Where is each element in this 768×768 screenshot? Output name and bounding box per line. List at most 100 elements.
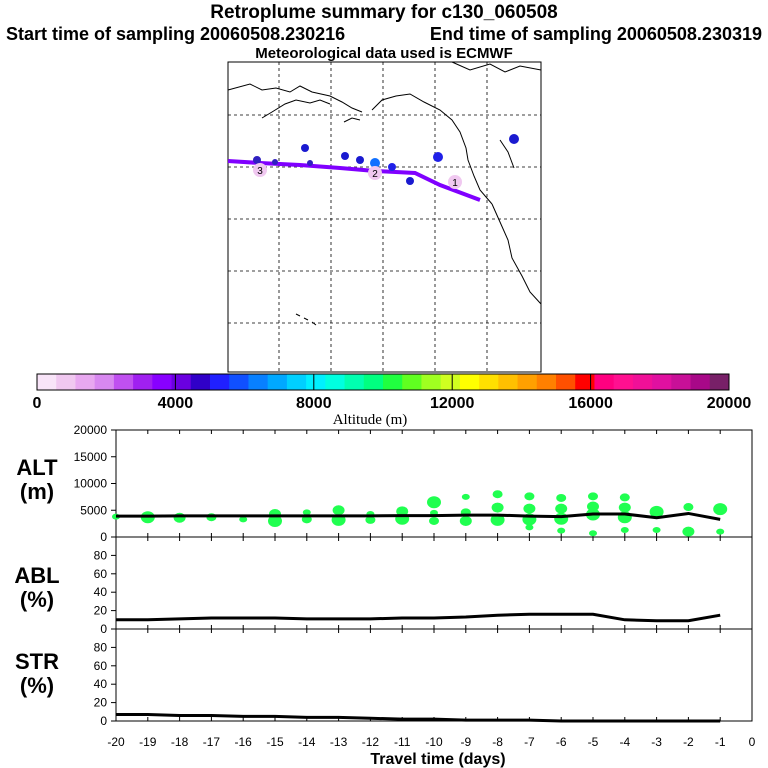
coast-gulf-of-alaska bbox=[371, 93, 493, 205]
colorbar-tick-label: 16000 bbox=[568, 395, 613, 412]
colorbar-tick-label: 12000 bbox=[430, 395, 475, 412]
altitude-point bbox=[523, 503, 536, 514]
altitude-point bbox=[239, 516, 248, 523]
plume-dot bbox=[356, 156, 364, 164]
colorbar-swatch bbox=[210, 374, 230, 390]
y-tick-label: 80 bbox=[94, 640, 108, 654]
numbered-markers: 1 2 3 bbox=[253, 163, 462, 189]
colorbar-swatch bbox=[267, 374, 288, 390]
altitude-point bbox=[716, 528, 725, 535]
colorbar-swatch bbox=[37, 374, 57, 390]
y-tick-label: 20 bbox=[94, 604, 108, 618]
altitude-point bbox=[490, 513, 505, 526]
altitude-point bbox=[525, 524, 534, 531]
coast-bc-inlet bbox=[499, 139, 515, 169]
series-line bbox=[116, 713, 721, 723]
panel-frame bbox=[115, 536, 753, 630]
marker-1-label: 1 bbox=[452, 178, 458, 189]
colorbar-swatch bbox=[671, 374, 692, 390]
x-tick-label: -5 bbox=[588, 735, 599, 749]
coast-alaska-peninsula bbox=[261, 99, 331, 119]
colorbar-swatch bbox=[479, 374, 499, 390]
altitude-point bbox=[682, 526, 695, 537]
colorbar-tick-label: 4000 bbox=[158, 395, 194, 412]
altitude-point bbox=[491, 502, 504, 513]
colorbar-swatch bbox=[363, 374, 384, 390]
x-tick-label: 0 bbox=[749, 735, 756, 749]
colorbar-swatch bbox=[440, 374, 461, 390]
colorbar-swatch bbox=[306, 374, 326, 390]
altitude-point bbox=[429, 516, 439, 525]
abl-panel-label: ABL (%) bbox=[2, 564, 72, 612]
alt-label-line2: (m) bbox=[19, 479, 55, 504]
x-tick-label: -13 bbox=[330, 735, 348, 749]
colorbar-swatch bbox=[94, 374, 115, 390]
y-tick-label: 20 bbox=[94, 696, 108, 710]
x-tick-label: -15 bbox=[266, 735, 284, 749]
abl-label-line1: ABL bbox=[14, 563, 60, 588]
plume-dot bbox=[406, 177, 414, 185]
x-tick-label: -9 bbox=[460, 735, 471, 749]
colorbar-swatch bbox=[498, 374, 519, 390]
y-tick-label: 20000 bbox=[74, 423, 108, 437]
colorbar bbox=[36, 373, 730, 391]
x-axis-label: Travel time (days) bbox=[370, 751, 505, 768]
x-tick-label: -3 bbox=[651, 735, 662, 749]
colorbar-swatch bbox=[75, 374, 96, 390]
colorbar-swatch bbox=[113, 374, 134, 390]
y-tick-label: 40 bbox=[94, 585, 108, 599]
y-tick-label: 15000 bbox=[74, 450, 108, 464]
colorbar-frame bbox=[36, 373, 730, 391]
altitude-point bbox=[554, 512, 569, 525]
colorbar-swatch bbox=[248, 374, 269, 390]
altitude-point bbox=[269, 508, 281, 519]
altitude-point bbox=[557, 527, 566, 534]
colorbar-swatch bbox=[402, 374, 422, 390]
x-tick-label: -8 bbox=[492, 735, 503, 749]
colorbar-tick-label: 0 bbox=[33, 395, 42, 412]
altitude-point bbox=[556, 493, 567, 502]
plume-dot bbox=[388, 163, 396, 171]
panel-frame bbox=[115, 628, 753, 722]
colorbar-tick-label: 8000 bbox=[296, 395, 332, 412]
x-tick-label: -6 bbox=[556, 735, 567, 749]
altitude-point bbox=[302, 509, 311, 516]
altitude-point bbox=[396, 506, 409, 517]
altitude-point bbox=[427, 496, 441, 509]
altitude-point bbox=[555, 503, 568, 514]
altitude-point bbox=[619, 493, 630, 502]
coast-us-west bbox=[491, 203, 542, 305]
x-tick-label: -18 bbox=[171, 735, 189, 749]
x-tick-label: -10 bbox=[425, 735, 443, 749]
start-time-label: Start time of sampling 20060508.230216 bbox=[6, 24, 346, 44]
coast-north-canada bbox=[451, 61, 542, 73]
mean-trajectory bbox=[227, 159, 481, 202]
colorbar-swatch bbox=[286, 374, 307, 390]
altitude-point bbox=[365, 515, 376, 524]
x-tick-label: -19 bbox=[139, 735, 157, 749]
colorbar-swatch bbox=[459, 374, 480, 390]
plume-dot bbox=[301, 144, 309, 152]
marker-2-label: 2 bbox=[372, 169, 378, 180]
colorbar-swatch bbox=[421, 374, 442, 390]
colorbar-swatch bbox=[690, 374, 711, 390]
marker-1 bbox=[448, 175, 462, 189]
marker-2 bbox=[368, 166, 382, 180]
plume-dot bbox=[272, 159, 278, 165]
y-tick-label: 60 bbox=[94, 567, 108, 581]
x-tick-label: -12 bbox=[362, 735, 380, 749]
altitude-point bbox=[459, 515, 472, 526]
chart-title: Retroplume summary for c130_060508 bbox=[210, 2, 558, 23]
end-time-label: End time of sampling 20060508.230319 bbox=[429, 24, 762, 44]
colorbar-tick-label: 20000 bbox=[707, 395, 752, 412]
alt-label-line1: ALT bbox=[16, 455, 58, 480]
colorbar-label: Altitude (m) bbox=[333, 412, 408, 428]
altitude-point bbox=[588, 492, 598, 501]
colorbar-swatch bbox=[613, 374, 634, 390]
x-tick-label: -11 bbox=[394, 735, 411, 749]
x-tick-label: -2 bbox=[683, 735, 694, 749]
altitude-point bbox=[713, 503, 728, 516]
colorbar-swatch bbox=[152, 374, 173, 390]
altitude-point bbox=[683, 503, 694, 512]
plume-dot bbox=[307, 160, 313, 166]
